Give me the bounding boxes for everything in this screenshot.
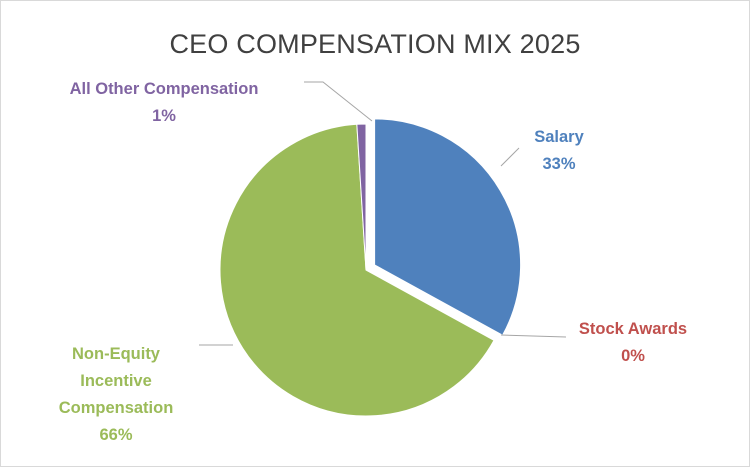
leader-stock-awards (500, 334, 567, 338)
data-labels: Salary 33% Stock Awards 0% Non-Equity Incenti… (59, 80, 687, 444)
label-all-other-compensation-value: 1% (152, 107, 176, 125)
chart-title: CEO COMPENSATION MIX 2025 (169, 29, 580, 59)
pie-slices (219, 118, 522, 417)
label-stock-awards-name: Stock Awards (579, 320, 687, 338)
label-non-equity-incentive-compensation-name: Non-Equity (72, 345, 161, 363)
label-stock-awards: Stock Awards 0% (579, 320, 687, 365)
label-non-equity-incentive-compensation-value: 66% (99, 426, 132, 444)
leader-lines (199, 81, 567, 346)
label-salary-name: Salary (534, 128, 584, 146)
label-all-other-compensation: All Other Compensation 1% (70, 80, 259, 125)
leader-salary (500, 147, 520, 167)
label-all-other-compensation-name: All Other Compensation (70, 80, 259, 98)
slice-salary (374, 118, 522, 336)
slice-all-other-compensation (356, 123, 367, 271)
label-non-equity-incentive-compensation: Non-Equity Incentive Compensation 66% (59, 345, 174, 444)
label-non-equity-incentive-compensation-name: Compensation (59, 399, 174, 417)
leader-all-other-compensation (304, 81, 373, 122)
label-salary: Salary 33% (534, 128, 584, 173)
slice-non-equity-incentive-compensation (219, 123, 495, 417)
label-salary-value: 33% (542, 155, 575, 173)
label-stock-awards-value: 0% (621, 347, 645, 365)
label-non-equity-incentive-compensation-name: Incentive (80, 372, 152, 390)
